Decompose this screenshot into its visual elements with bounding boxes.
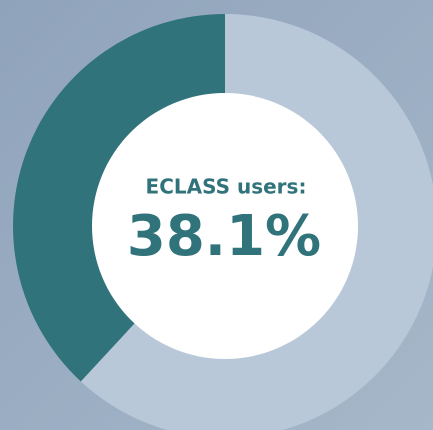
center-label: ECLASS users: [146,175,307,199]
center-value: 38.1% [127,204,321,269]
donut-hole [92,93,358,359]
